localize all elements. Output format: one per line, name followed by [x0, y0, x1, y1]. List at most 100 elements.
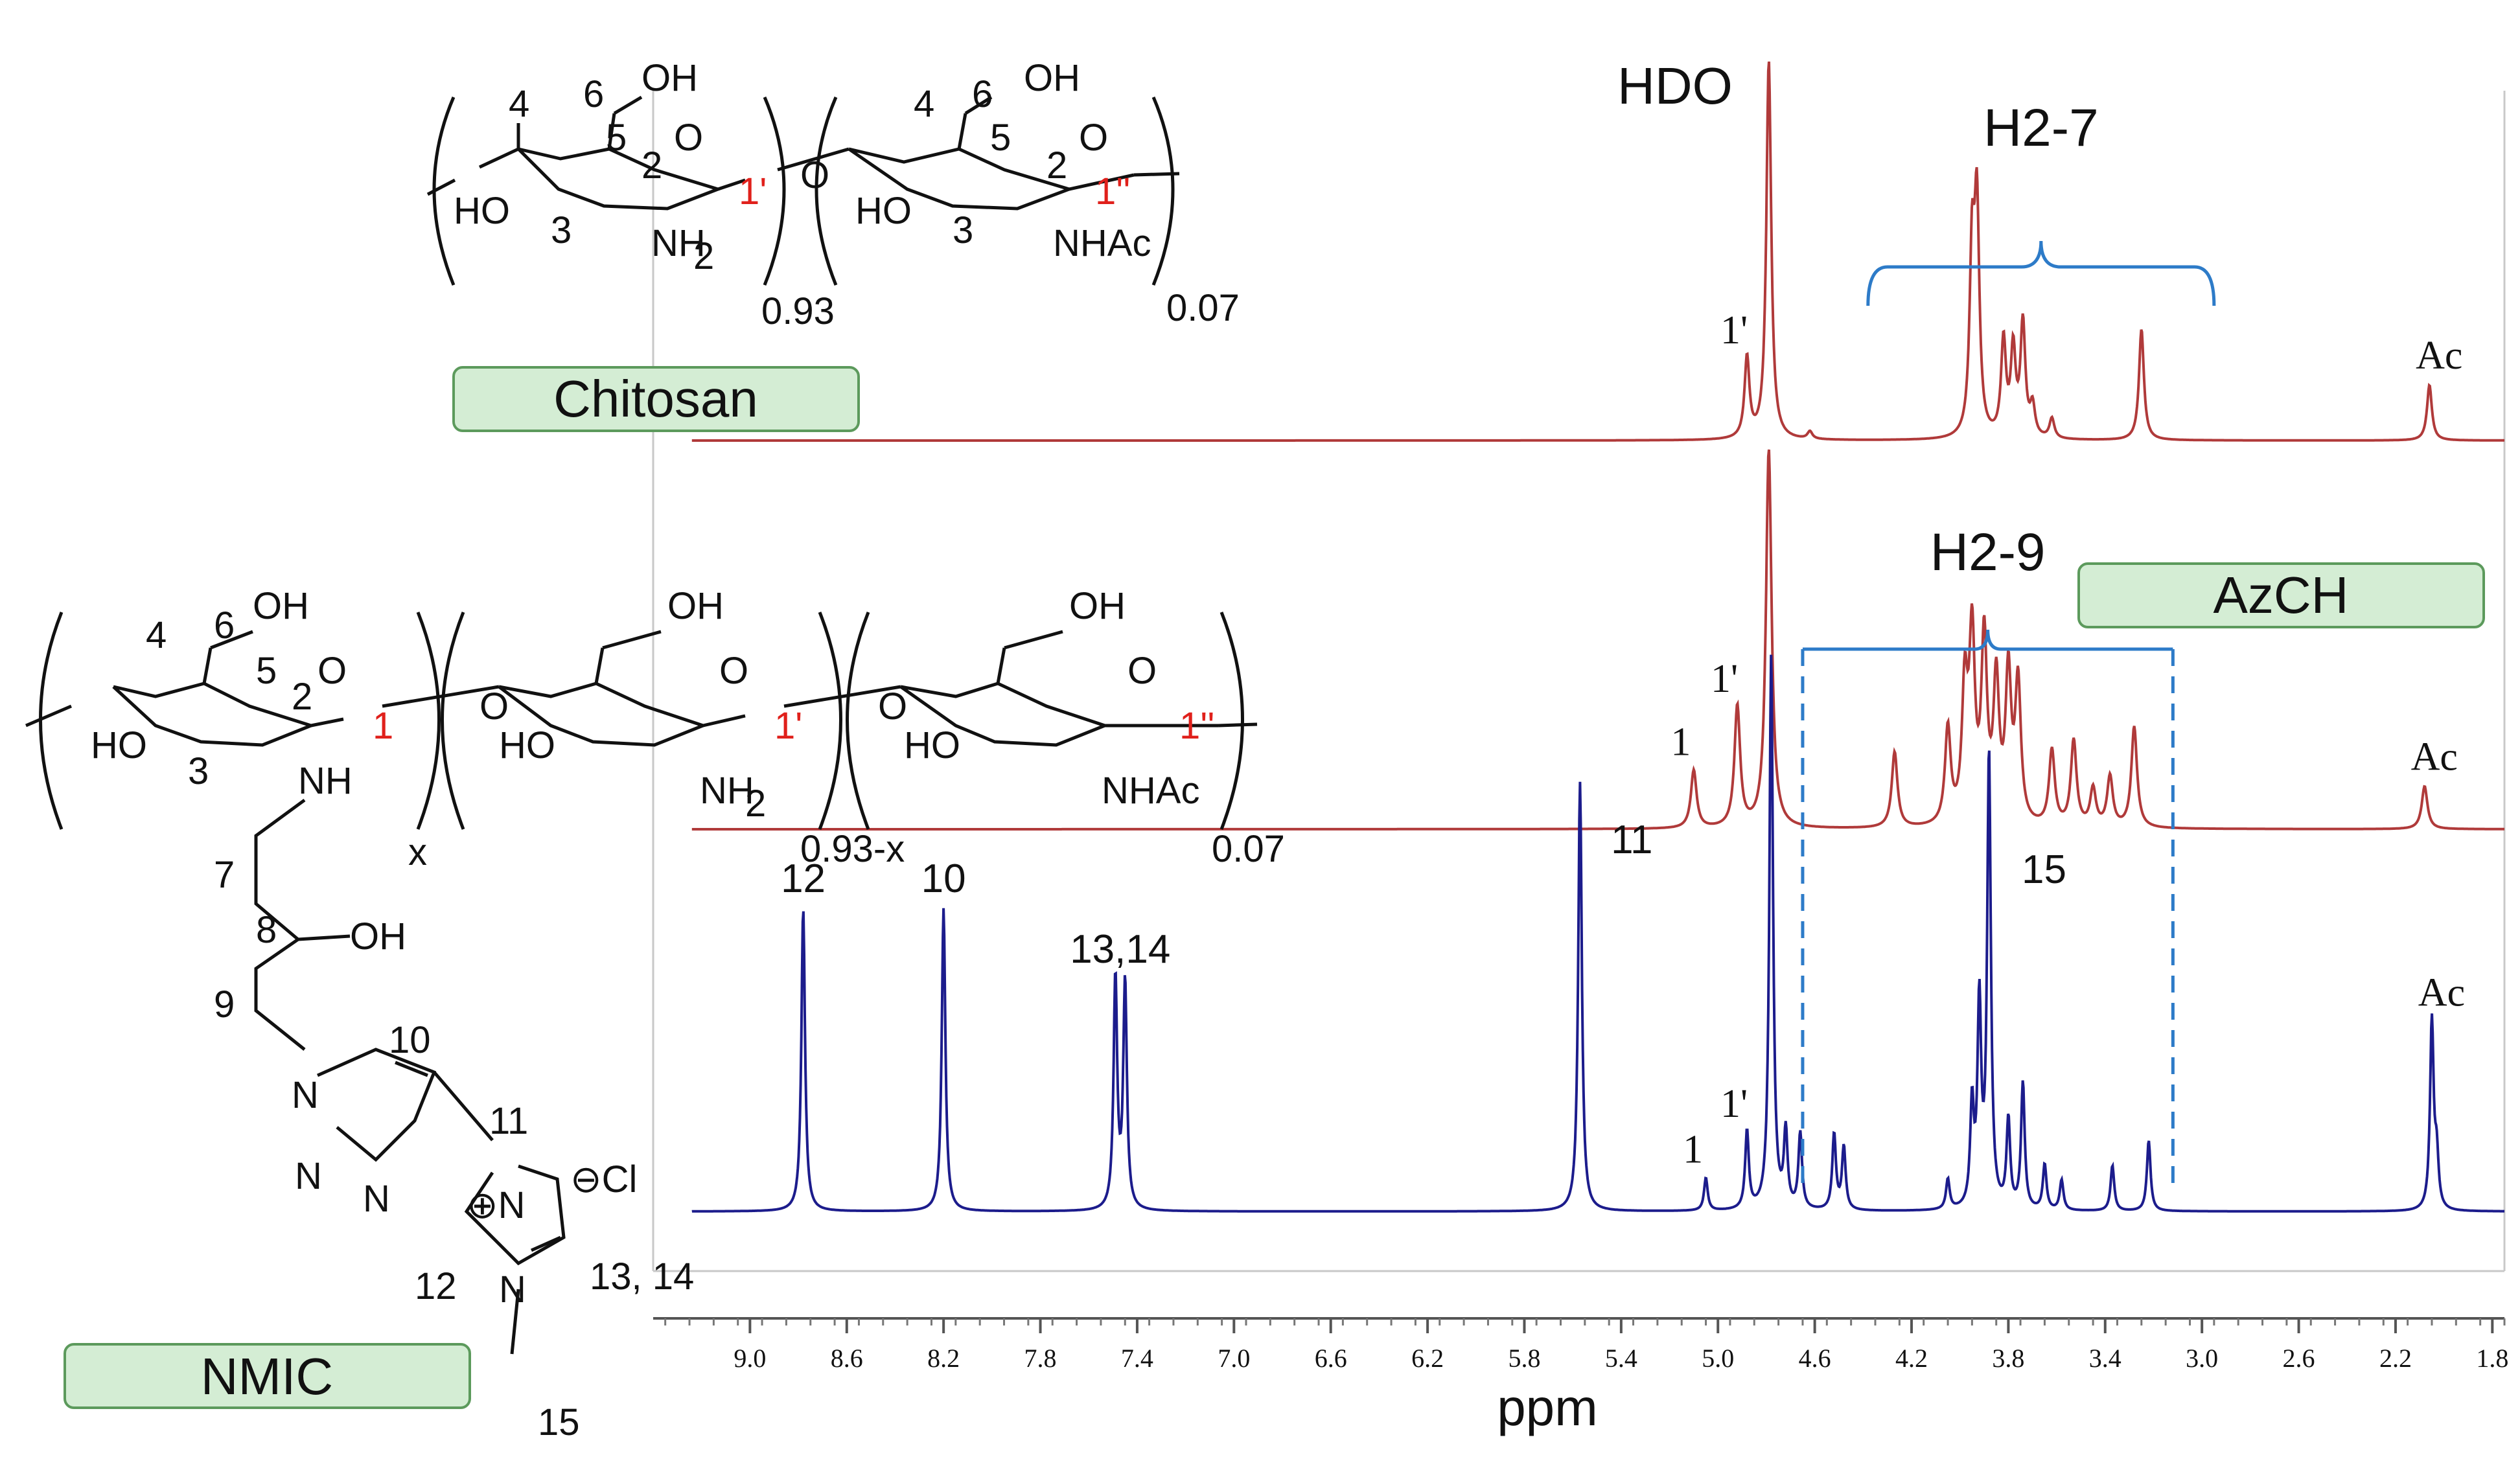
- atom-label: OH: [1024, 57, 1080, 99]
- atom-label: NHAc: [1053, 222, 1151, 264]
- x-tick-label: 2.2: [2379, 1344, 2412, 1373]
- atom-label: OH: [1069, 585, 1126, 627]
- chitosan-badge: Chitosan: [452, 366, 860, 432]
- atom-label: NH: [700, 770, 754, 812]
- x-tick-label: 3.4: [2089, 1344, 2121, 1373]
- atom-label: 7: [214, 854, 235, 896]
- peak-label: Ac: [2411, 735, 2458, 779]
- atom-label: HO: [454, 190, 510, 232]
- atom-label: HO: [91, 724, 147, 766]
- x-tick-label: 2.6: [2283, 1344, 2315, 1373]
- atom-label: NH: [298, 760, 353, 802]
- spectrum-frame: [652, 91, 2506, 1272]
- atom-label: 5: [256, 650, 277, 692]
- atom-label: O: [1079, 117, 1108, 159]
- hdo-label: HDO: [1617, 57, 1733, 115]
- atom-label: 11: [489, 1100, 528, 1142]
- x-tick-label: 8.2: [927, 1344, 960, 1373]
- repeat-fraction: 0.93-x: [800, 828, 905, 870]
- atom-label: OH: [642, 57, 698, 99]
- peak-label: 11: [1611, 818, 1652, 862]
- x-tick-label: 7.0: [1218, 1344, 1250, 1373]
- atom-label: 4: [146, 614, 167, 656]
- atom-label: 1'': [1095, 170, 1130, 212]
- nmic-badge-label: NMIC: [201, 1348, 333, 1405]
- atom-label: 3: [551, 209, 572, 251]
- x-tick-label: 3.8: [1992, 1344, 2024, 1373]
- atom-label: 2: [693, 235, 714, 277]
- atom-label: O: [1127, 650, 1157, 692]
- atom-label: 5: [990, 117, 1011, 159]
- peak-label: 1': [1711, 657, 1738, 701]
- peak-label: 15: [2022, 847, 2066, 892]
- peak-label: 1: [1670, 720, 1691, 764]
- atom-label: O: [719, 650, 748, 692]
- chitosan-badge-label: Chitosan: [553, 370, 758, 428]
- series-nmic-trace: [691, 654, 2504, 1213]
- x-tick-label: 5.0: [1702, 1344, 1734, 1373]
- x-tick-label: 5.4: [1605, 1344, 1637, 1373]
- x-tick-label: 1.8: [2476, 1344, 2508, 1373]
- atom-label: O: [878, 685, 907, 728]
- peak-label: 1: [1683, 1127, 1703, 1171]
- atom-label: ⊖Cl: [570, 1158, 637, 1200]
- atom-label: HO: [904, 724, 960, 766]
- atom-label: O: [318, 650, 347, 692]
- repeat-fraction: 0.07: [1212, 828, 1285, 870]
- integration-brackets: H2-7 H2-9: [1802, 98, 2216, 651]
- atom-label: 8: [256, 909, 277, 951]
- x-axis: 9.0 8.6 8.2 7.8 7.4 7.0 6.6 6.2 5.8 5.4 5.0 4.6 4.2 3…: [653, 1317, 2508, 1373]
- atom-label: HO: [855, 190, 912, 232]
- atom-label: NH: [651, 222, 706, 264]
- atom-label: N: [295, 1155, 322, 1197]
- atom-label: 3: [953, 209, 973, 251]
- atom-label: 4: [509, 83, 529, 125]
- bracket-label: H2-9: [1930, 523, 2046, 582]
- h2-9-dashed-guides: [1801, 649, 2175, 1192]
- atom-label: OH: [350, 915, 406, 958]
- atom-label: 6: [972, 73, 993, 115]
- series-chitosan-trace: [691, 61, 2504, 442]
- atom-label: HO: [499, 724, 555, 766]
- atom-label: OH: [253, 585, 309, 627]
- x-tick-label: 6.2: [1411, 1344, 1444, 1373]
- atom-label: 13, 14: [590, 1256, 694, 1298]
- repeat-fraction: 0.93: [761, 290, 835, 332]
- atom-label: 2: [642, 144, 662, 187]
- atom-label: N: [292, 1074, 319, 1116]
- atom-label: NHAc: [1102, 770, 1199, 812]
- repeat-fraction: 0.07: [1166, 287, 1240, 329]
- repeat-fraction: x: [408, 831, 427, 873]
- peak-label: 12: [781, 856, 826, 901]
- chitosan-structure: 4 6 OH 5 O 2 1' HO 3 NH 2 0.93 O 4 6 OH …: [426, 57, 1240, 332]
- atom-label: 3: [188, 750, 209, 792]
- bracket-h2-7: [1866, 240, 2216, 306]
- atom-label: 1': [774, 705, 802, 747]
- azch-badge-label: AzCH: [2214, 566, 2349, 624]
- atom-label: N: [499, 1268, 526, 1311]
- atom-label: 4: [914, 83, 934, 125]
- x-tick-label: 4.6: [1799, 1344, 1831, 1373]
- atom-label: 1'': [1179, 705, 1214, 747]
- atom-label: 1: [373, 705, 393, 747]
- atom-label: 2: [1046, 144, 1067, 187]
- atom-label: 9: [214, 983, 235, 1026]
- atom-label: 2: [292, 676, 312, 718]
- x-tick-label: 5.8: [1508, 1344, 1540, 1373]
- x-axis-label: ppm: [1497, 1379, 1598, 1436]
- atom-label: 1': [739, 170, 767, 212]
- nmic-badge: NMIC: [64, 1343, 471, 1409]
- atom-label: O: [800, 154, 829, 196]
- atom-label: ⊕N: [467, 1184, 525, 1226]
- atom-label: 12: [415, 1265, 457, 1307]
- peak-label: 1': [1720, 308, 1748, 352]
- peak-label: 13,14: [1070, 927, 1170, 972]
- x-tick-label: 7.4: [1121, 1344, 1153, 1373]
- series-azch-trace: [691, 449, 2504, 831]
- atom-label: O: [674, 117, 703, 159]
- nmic-structure: 7 8 OH 9 N 10 N N 11 ⊖Cl ⊕N N 12 13, 14 …: [214, 798, 694, 1443]
- peak-label: Ac: [2416, 334, 2462, 378]
- peak-label: Ac: [2418, 971, 2465, 1015]
- atom-label: 2: [745, 783, 766, 825]
